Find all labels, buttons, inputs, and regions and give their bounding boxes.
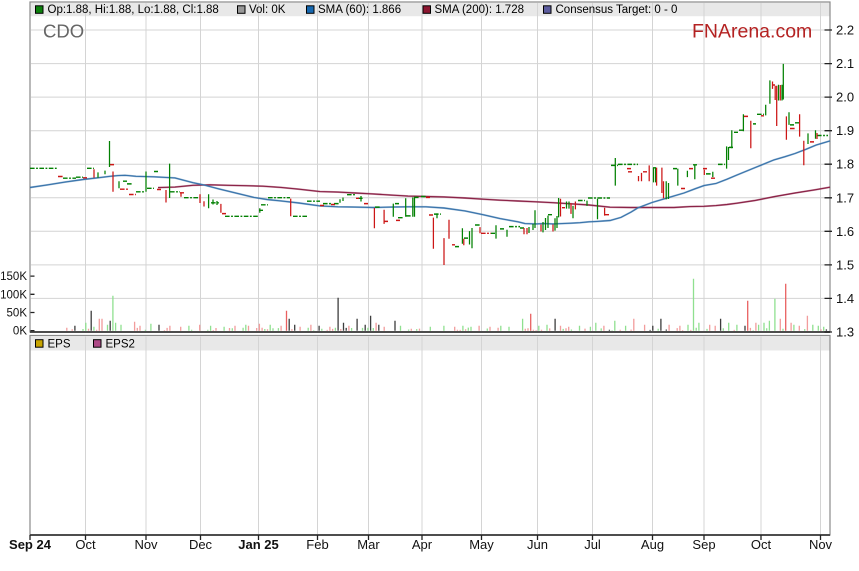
svg-text:2.2: 2.2 (836, 23, 854, 38)
svg-text:SMA (200): 1.728: SMA (200): 1.728 (435, 4, 525, 16)
svg-text:1.5: 1.5 (836, 257, 854, 272)
svg-text:1.6: 1.6 (836, 224, 854, 239)
svg-text:FNArena.com: FNArena.com (692, 21, 812, 43)
svg-text:0K: 0K (13, 326, 27, 338)
svg-text:100K: 100K (0, 289, 27, 301)
svg-text:150K: 150K (0, 271, 27, 283)
svg-text:Jul: Jul (584, 537, 601, 552)
svg-text:EPS2: EPS2 (106, 339, 135, 351)
svg-text:Nov: Nov (809, 537, 833, 552)
svg-text:2.1: 2.1 (836, 56, 854, 71)
svg-text:EPS: EPS (48, 339, 71, 351)
svg-text:1.3: 1.3 (836, 325, 854, 340)
svg-text:Mar: Mar (357, 537, 380, 552)
svg-text:Vol: 0K: Vol: 0K (249, 4, 286, 16)
svg-text:Jan 25: Jan 25 (238, 537, 278, 552)
svg-text:Jun: Jun (527, 537, 548, 552)
svg-text:May: May (469, 537, 494, 552)
svg-text:SMA (60): 1.866: SMA (60): 1.866 (318, 4, 401, 16)
svg-text:50K: 50K (7, 308, 28, 320)
svg-text:2.0: 2.0 (836, 90, 854, 105)
svg-text:Dec: Dec (189, 537, 213, 552)
svg-text:Aug: Aug (641, 537, 664, 552)
svg-text:Oct: Oct (75, 537, 96, 552)
svg-text:1.8: 1.8 (836, 157, 854, 172)
svg-text:Consensus Target: 0 - 0: Consensus Target: 0 - 0 (556, 4, 678, 16)
svg-text:1.7: 1.7 (836, 190, 854, 205)
svg-text:1.4: 1.4 (836, 291, 854, 306)
svg-text:Feb: Feb (306, 537, 328, 552)
svg-text:Sep 24: Sep 24 (9, 537, 52, 552)
svg-text:1.9: 1.9 (836, 123, 854, 138)
svg-text:Sep: Sep (692, 537, 715, 552)
svg-text:Apr: Apr (412, 537, 433, 552)
svg-text:Oct: Oct (751, 537, 772, 552)
svg-text:CDO: CDO (43, 21, 84, 42)
svg-text:Op:1.88, Hi:1.88, Lo:1.88, Cl:: Op:1.88, Hi:1.88, Lo:1.88, Cl:1.88 (48, 4, 219, 16)
svg-text:Nov: Nov (134, 537, 158, 552)
